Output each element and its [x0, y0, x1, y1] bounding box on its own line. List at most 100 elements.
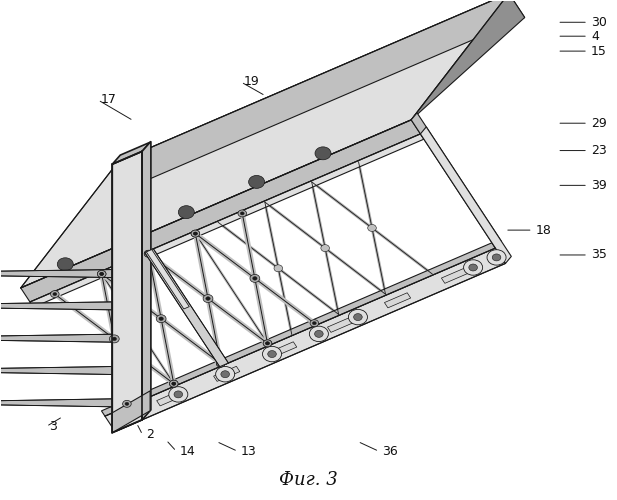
Text: Фиг. 3: Фиг. 3	[279, 470, 338, 488]
Circle shape	[463, 260, 482, 275]
Circle shape	[53, 292, 57, 296]
Circle shape	[194, 232, 197, 235]
Circle shape	[487, 250, 506, 265]
Circle shape	[217, 360, 225, 367]
Circle shape	[191, 230, 200, 237]
Polygon shape	[145, 249, 228, 366]
Circle shape	[218, 362, 223, 365]
Circle shape	[112, 234, 128, 247]
Polygon shape	[101, 243, 495, 416]
Circle shape	[218, 362, 223, 365]
Circle shape	[156, 314, 166, 322]
Polygon shape	[142, 142, 151, 420]
Polygon shape	[384, 293, 411, 308]
Circle shape	[100, 272, 104, 276]
Text: 39: 39	[591, 179, 607, 192]
Polygon shape	[112, 142, 150, 164]
Circle shape	[216, 366, 234, 382]
Circle shape	[174, 391, 183, 398]
Circle shape	[172, 382, 176, 385]
Circle shape	[178, 206, 194, 218]
Circle shape	[51, 290, 59, 298]
Circle shape	[238, 210, 247, 217]
Circle shape	[321, 244, 329, 252]
Polygon shape	[0, 270, 112, 278]
Circle shape	[217, 360, 225, 367]
Text: 23: 23	[591, 144, 607, 157]
Circle shape	[349, 310, 368, 325]
Polygon shape	[112, 391, 150, 432]
Polygon shape	[0, 366, 112, 374]
Text: 18: 18	[536, 224, 552, 236]
Polygon shape	[411, 113, 501, 248]
Polygon shape	[112, 152, 142, 432]
Circle shape	[169, 386, 188, 402]
Polygon shape	[21, 120, 420, 302]
Polygon shape	[270, 342, 297, 357]
Circle shape	[250, 274, 260, 282]
Circle shape	[203, 294, 213, 302]
Polygon shape	[105, 248, 505, 432]
Text: 36: 36	[382, 445, 398, 458]
Circle shape	[268, 350, 276, 358]
Text: 2: 2	[146, 428, 154, 442]
Circle shape	[252, 276, 257, 280]
Text: 30: 30	[591, 16, 607, 29]
Circle shape	[144, 250, 153, 257]
Circle shape	[263, 340, 271, 347]
Circle shape	[315, 330, 323, 338]
Text: 35: 35	[591, 248, 607, 262]
Polygon shape	[118, 0, 524, 186]
Circle shape	[206, 297, 210, 300]
Text: 4: 4	[591, 30, 599, 43]
Polygon shape	[157, 391, 183, 406]
Circle shape	[125, 402, 129, 406]
Circle shape	[147, 252, 151, 256]
Circle shape	[112, 337, 117, 340]
Circle shape	[221, 370, 230, 378]
Polygon shape	[146, 250, 189, 309]
Circle shape	[144, 250, 153, 257]
Polygon shape	[420, 127, 511, 264]
Circle shape	[97, 270, 106, 278]
Polygon shape	[213, 366, 240, 382]
Circle shape	[354, 314, 362, 320]
Circle shape	[133, 408, 142, 416]
Circle shape	[315, 147, 331, 160]
Circle shape	[128, 404, 147, 419]
Circle shape	[123, 400, 131, 407]
Polygon shape	[411, 0, 524, 120]
Circle shape	[109, 335, 119, 343]
Circle shape	[240, 212, 244, 215]
Text: 29: 29	[591, 116, 607, 130]
Circle shape	[159, 317, 164, 320]
Circle shape	[57, 258, 73, 270]
Text: 17: 17	[101, 94, 117, 106]
Polygon shape	[441, 268, 468, 283]
Circle shape	[249, 176, 265, 188]
Text: 19: 19	[244, 76, 260, 88]
Text: 3: 3	[49, 420, 57, 433]
Polygon shape	[30, 134, 424, 307]
Text: 15: 15	[591, 44, 607, 58]
Circle shape	[309, 326, 328, 342]
Circle shape	[265, 342, 270, 345]
Circle shape	[191, 230, 200, 237]
Circle shape	[97, 270, 106, 278]
Circle shape	[147, 252, 151, 256]
Polygon shape	[0, 302, 112, 310]
Text: 14: 14	[180, 445, 195, 458]
Circle shape	[312, 322, 317, 324]
Polygon shape	[21, 0, 509, 288]
Circle shape	[170, 380, 178, 387]
Circle shape	[310, 320, 318, 326]
Polygon shape	[328, 318, 354, 332]
Circle shape	[274, 265, 283, 272]
Circle shape	[492, 254, 501, 261]
Circle shape	[100, 272, 104, 276]
Polygon shape	[0, 334, 112, 342]
Circle shape	[469, 264, 478, 271]
Text: 13: 13	[241, 445, 257, 458]
Circle shape	[368, 224, 376, 232]
Circle shape	[262, 346, 281, 362]
